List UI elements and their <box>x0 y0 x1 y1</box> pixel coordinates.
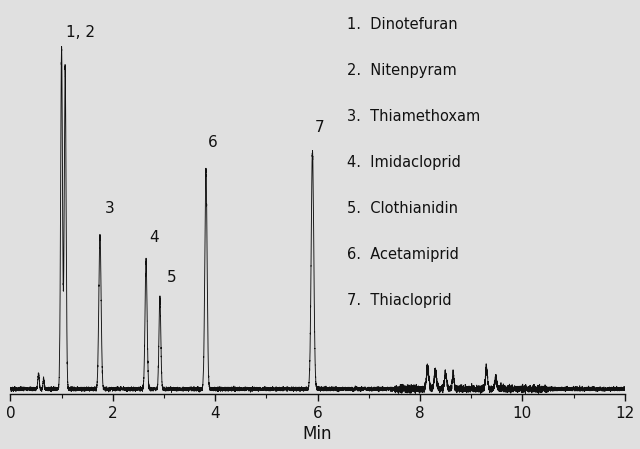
Text: 2.  Nitenpyram: 2. Nitenpyram <box>347 63 457 78</box>
Text: 3: 3 <box>105 201 115 216</box>
Text: 1.  Dinotefuran: 1. Dinotefuran <box>347 17 458 32</box>
Text: 5: 5 <box>166 270 176 285</box>
Text: 4.  Imidacloprid: 4. Imidacloprid <box>347 155 461 170</box>
Text: 6.  Acetamiprid: 6. Acetamiprid <box>347 247 459 262</box>
Text: 5.  Clothianidin: 5. Clothianidin <box>347 201 458 216</box>
Text: 1, 2: 1, 2 <box>66 25 95 40</box>
Text: 4: 4 <box>150 230 159 245</box>
Text: 3.  Thiamethoxam: 3. Thiamethoxam <box>347 109 481 124</box>
Text: 7.  Thiacloprid: 7. Thiacloprid <box>347 293 452 308</box>
Text: 6: 6 <box>207 135 217 150</box>
X-axis label: Min: Min <box>303 426 332 444</box>
Text: 7: 7 <box>315 120 324 135</box>
